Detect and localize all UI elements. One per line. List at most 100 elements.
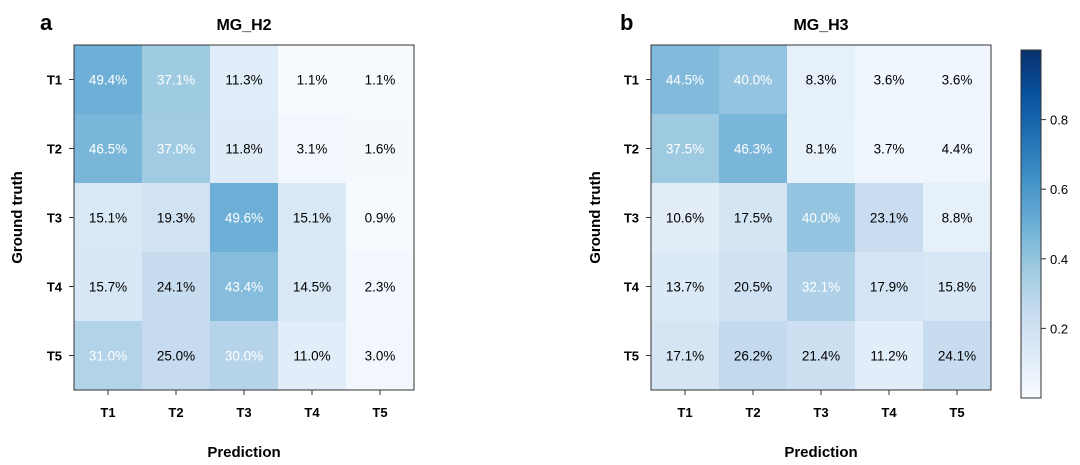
panel-b-y-tick-label: T2 [624, 142, 639, 157]
panel-a-x-tick-label: T5 [372, 405, 387, 420]
panel-a-title: MG_H2 [216, 17, 271, 34]
panel-a-cell-label: 15.1% [89, 211, 127, 226]
panel-a-cell-label: 1.1% [297, 73, 328, 88]
panel-a-cell-label: 0.9% [365, 211, 396, 226]
panel-b-cell-label: 3.6% [942, 73, 973, 88]
panel-b-ticks: T1 T2 T3 T4 T5 T1 T2 T3 T4 T5 [624, 73, 965, 421]
panel-b-cell-label: 40.0% [734, 73, 772, 88]
panel-b-cell [787, 183, 855, 252]
panel-a: a MG_H2 49.4% 37.1% 11.3% 1.1% 1.1% 46.5% 37.0… [9, 10, 415, 461]
panel-b-x-tick-label: T2 [745, 405, 760, 420]
panel-b-cell-label: 8.3% [806, 73, 837, 88]
panel-b-cell [787, 252, 855, 321]
panel-a-cells: 49.4% 37.1% 11.3% 1.1% 1.1% 46.5% 37.0% 11.8% 3.… [74, 45, 414, 390]
panel-b-y-tick-label: T1 [624, 73, 639, 88]
panel-a-cell-label: 24.1% [157, 280, 195, 295]
panel-b-x-tick-label: T5 [949, 405, 964, 420]
panel-letter-b: b [620, 10, 633, 35]
panel-a-y-tick-label: T5 [47, 349, 62, 364]
panel-a-cell-label: 46.5% [89, 142, 127, 157]
panel-a-xlabel: Prediction [207, 444, 280, 461]
panel-b-cell [651, 183, 719, 252]
panel-b-cell-label: 23.1% [870, 211, 908, 226]
panel-b-cell [923, 252, 991, 321]
panel-b-y-tick-label: T4 [624, 280, 640, 295]
panel-b-cell-label: 46.3% [734, 142, 772, 157]
panel-a-y-tick-label: T4 [47, 280, 63, 295]
panel-b-cell-label: 13.7% [666, 280, 704, 295]
panel-b: b MG_H3 44.5% 40.0% 8.3% 3.6% 3.6% 37.5% 46.3%… [587, 10, 992, 461]
panel-b-cell-label: 37.5% [666, 142, 704, 157]
panel-b-cell [719, 183, 787, 252]
panel-b-cell-label: 40.0% [802, 211, 840, 226]
panel-a-cell [346, 114, 414, 183]
panel-a-ylabel: Ground truth [9, 171, 26, 263]
colorbar-tick-label: 0.4 [1050, 252, 1068, 267]
panel-a-cell-label: 31.0% [89, 349, 127, 364]
panel-b-y-tick-label: T3 [624, 211, 639, 226]
panel-a-cell-label: 37.0% [157, 142, 195, 157]
panel-b-cells: 44.5% 40.0% 8.3% 3.6% 3.6% 37.5% 46.3% 8.1% 3.7%… [651, 45, 991, 390]
panel-b-x-tick-label: T1 [677, 405, 692, 420]
panel-b-cell [651, 45, 719, 114]
panel-b-cell-label: 3.6% [874, 73, 905, 88]
panel-b-cell [719, 114, 787, 183]
panel-b-cell-label: 17.1% [666, 349, 704, 364]
panel-b-cell [923, 114, 991, 183]
panel-a-cell [278, 183, 346, 252]
colorbar-tick-label: 0.8 [1050, 113, 1068, 128]
panel-a-cell [142, 321, 210, 390]
panel-b-xlabel: Prediction [784, 444, 857, 461]
panel-b-cell [855, 114, 923, 183]
panel-a-cell [346, 183, 414, 252]
panel-a-cell [142, 45, 210, 114]
panel-b-cell-label: 10.6% [666, 211, 704, 226]
panel-a-cell-label: 11.0% [293, 349, 330, 364]
panel-a-cell [210, 321, 278, 390]
panel-b-y-tick-label: T5 [624, 349, 639, 364]
panel-a-cell-label: 3.0% [365, 349, 396, 364]
panel-a-cell [210, 252, 278, 321]
panel-a-y-tick-label: T3 [47, 211, 62, 226]
panel-b-cell-label: 26.2% [734, 349, 772, 364]
panel-b-cell [787, 45, 855, 114]
panel-b-ylabel: Ground truth [587, 171, 604, 263]
panel-b-cell [651, 321, 719, 390]
panel-a-cell [142, 183, 210, 252]
panel-b-cell [855, 252, 923, 321]
panel-b-cell [855, 183, 923, 252]
panel-a-x-tick-label: T4 [304, 405, 320, 420]
panel-a-cell [74, 321, 142, 390]
panel-b-cell-label: 15.8% [938, 280, 976, 295]
panel-b-cell [923, 45, 991, 114]
panel-b-x-tick-label: T4 [881, 405, 897, 420]
panel-a-cell [210, 45, 278, 114]
panel-a-cell-label: 1.6% [365, 142, 396, 157]
panel-b-cell [855, 45, 923, 114]
panel-a-cell-label: 19.3% [157, 211, 195, 226]
panel-a-cell-label: 1.1% [365, 73, 396, 88]
panel-b-cell [651, 252, 719, 321]
panel-a-cell [142, 114, 210, 183]
colorbar: 0.2 0.4 0.6 0.8 [1020, 49, 1068, 399]
panel-a-cell-label: 49.4% [89, 73, 127, 88]
panel-a-cell-label: 37.1% [157, 73, 195, 88]
panel-b-cell [923, 321, 991, 390]
colorbar-gradient [1020, 49, 1042, 399]
panel-a-cell [278, 252, 346, 321]
panel-b-cell-label: 17.9% [870, 280, 908, 295]
panel-a-cell [74, 114, 142, 183]
colorbar-ticks: 0.2 0.4 0.6 0.8 [1041, 113, 1068, 336]
panel-a-cell [346, 321, 414, 390]
panel-b-cell-label: 4.4% [942, 142, 973, 157]
panel-a-cell-label: 15.7% [89, 280, 127, 295]
panel-a-x-tick-label: T1 [100, 405, 115, 420]
panel-a-cell-label: 30.0% [225, 349, 263, 364]
panel-a-ticks: T1 T2 T3 T4 T5 T1 T2 T3 T4 T5 [47, 73, 388, 421]
panel-b-cell [719, 252, 787, 321]
panel-b-cell-label: 20.5% [734, 280, 772, 295]
panel-b-cell [855, 321, 923, 390]
panel-b-cell-label: 3.7% [874, 142, 905, 157]
panel-b-cell [923, 183, 991, 252]
